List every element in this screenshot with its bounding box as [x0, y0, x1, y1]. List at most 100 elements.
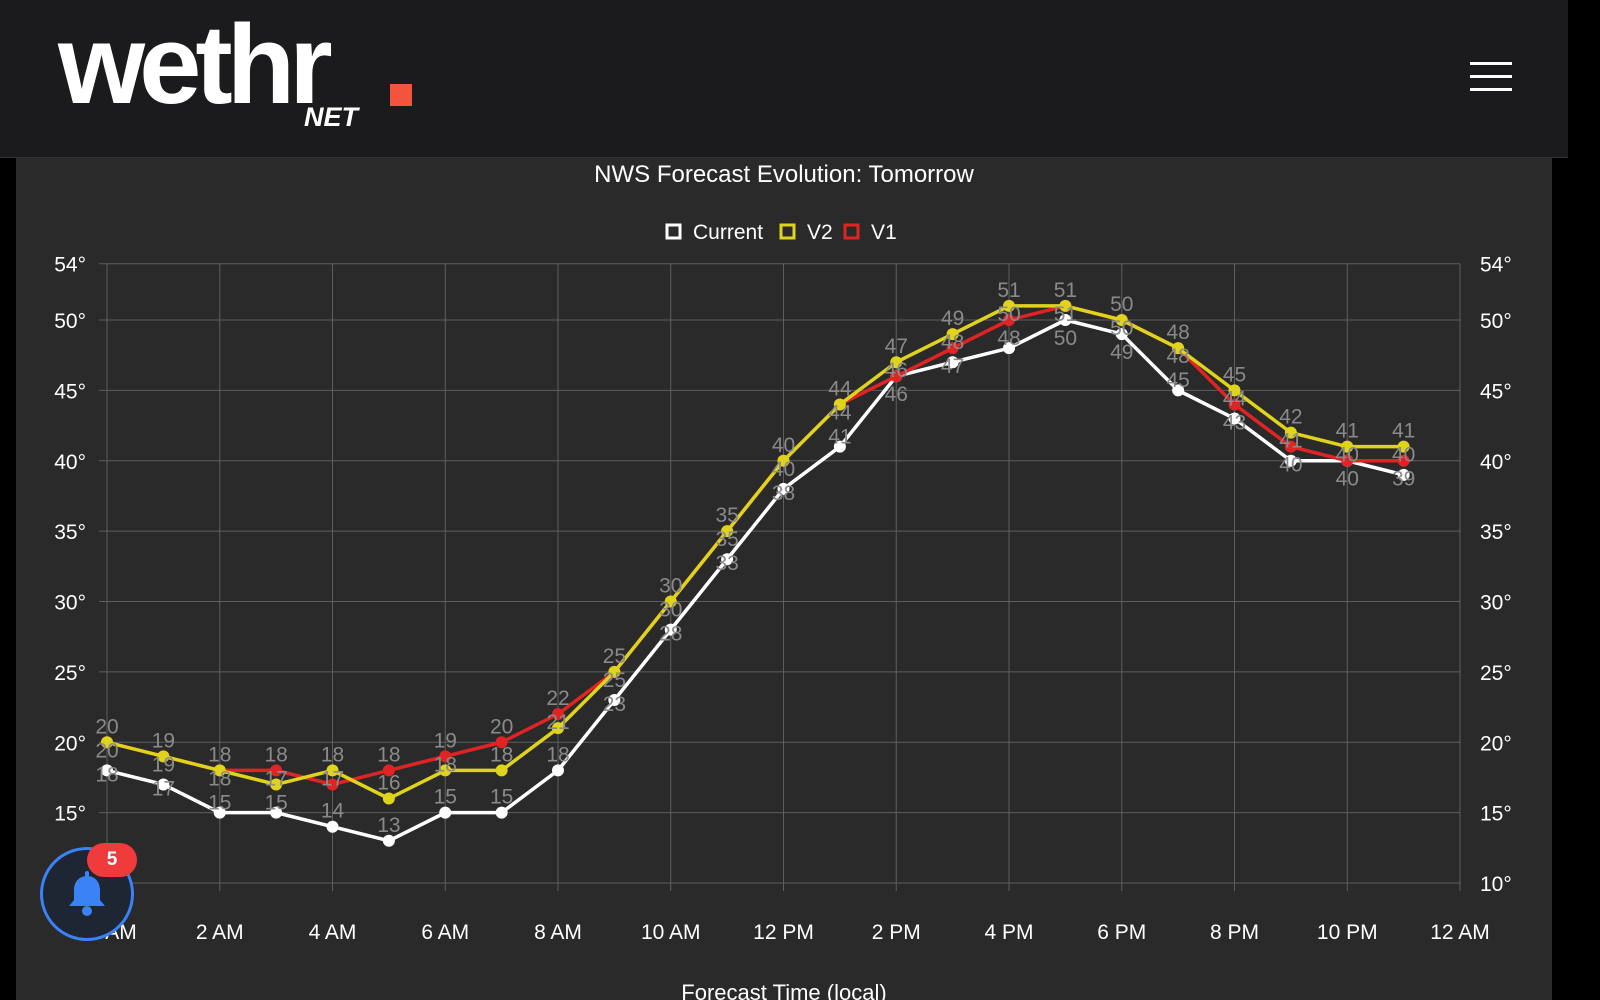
data-label-current: 18: [95, 763, 118, 786]
data-label-v1: 50: [1110, 317, 1133, 340]
data-point: [1284, 440, 1297, 453]
data-point: [270, 806, 283, 819]
data-label-current: 50: [1054, 327, 1077, 350]
y-tick-label-right: 35°: [1480, 521, 1512, 544]
series-line-current: [106, 318, 1405, 843]
data-point: [833, 440, 846, 453]
data-point: [1397, 468, 1410, 481]
x-tick-label: 6 AM: [421, 921, 469, 944]
hamburger-icon[interactable]: [1470, 62, 1512, 94]
y-tick-label-left: 30°: [54, 592, 86, 615]
data-label-v2: 48: [1166, 321, 1189, 344]
x-tick-label: 10 AM: [641, 921, 701, 944]
data-point: [157, 778, 170, 791]
data-label-v1: 44: [1223, 387, 1247, 410]
data-label-v2: 41: [1392, 420, 1415, 443]
data-point: [101, 736, 113, 749]
y-tick-label-right: 30°: [1480, 592, 1512, 615]
data-point: [664, 595, 677, 608]
data-point: [890, 356, 903, 369]
data-label-current: 47: [941, 355, 964, 378]
data-label-v2: 41: [1336, 420, 1359, 443]
data-point: [1172, 384, 1185, 397]
data-point: [1397, 454, 1410, 467]
notifications-button[interactable]: [40, 847, 134, 941]
wethr-logo[interactable]: wethr NET: [58, 2, 428, 138]
data-point: [382, 764, 395, 777]
data-point: [946, 356, 959, 369]
data-label-v1: 48: [1166, 345, 1189, 368]
data-point: [1228, 398, 1241, 411]
y-tick-label-left: 45°: [54, 380, 86, 403]
data-label-v1: 18: [264, 743, 287, 766]
data-point: [1115, 328, 1128, 341]
data-point: [1341, 454, 1354, 467]
site-header: wethr NET: [0, 0, 1568, 158]
y-tick-label-left: 50°: [54, 310, 86, 333]
data-label-v2: 45: [1223, 363, 1246, 386]
data-label-v2: 51: [1054, 279, 1077, 302]
data-point: [382, 834, 395, 847]
y-tick-label-left: 54°: [54, 254, 86, 277]
data-point: [1003, 314, 1015, 326]
data-point: [439, 750, 452, 763]
page-edge: [1552, 158, 1568, 1000]
data-label-current: 45: [1166, 369, 1189, 392]
x-tick-label: 12 AM: [1430, 921, 1490, 944]
series-v2: [101, 299, 1410, 805]
data-point: [495, 736, 508, 749]
data-label-v1: 17: [321, 767, 344, 790]
series-line-v2: [106, 304, 1404, 801]
data-label-v1: 19: [434, 729, 457, 752]
data-label-v2: 20: [95, 715, 118, 738]
legend-swatch-v1: [843, 223, 860, 240]
x-tick-label: 8 PM: [1210, 921, 1259, 944]
data-label-v2: 47: [885, 335, 908, 358]
data-label-current: 38: [772, 482, 795, 505]
data-point: [439, 764, 452, 777]
data-label-v2: 18: [490, 743, 513, 766]
series-current: [101, 314, 1410, 847]
data-label-current: 23: [603, 693, 626, 716]
legend-label-current: Current: [693, 221, 763, 244]
x-axis-label: Forecast Time (local): [681, 980, 886, 1000]
legend-label-v1: V1: [871, 221, 897, 244]
data-label-current: 40: [1336, 444, 1359, 467]
x-tick-label: 4 AM: [309, 921, 357, 944]
data-label-v2: 18: [434, 753, 457, 776]
data-label-v2: 16: [377, 772, 400, 795]
data-label-v1: 22: [546, 687, 569, 710]
y-tick-label-right: 54°: [1480, 254, 1512, 277]
data-point: [1284, 426, 1297, 439]
x-tick-label: 2 AM: [196, 921, 244, 944]
data-point: [946, 328, 959, 341]
data-label-v2: 44: [828, 377, 852, 400]
data-point: [382, 792, 395, 805]
data-label-v1: 40: [772, 458, 795, 481]
x-tick-label: 4 PM: [984, 921, 1033, 944]
data-label-v1: 46: [885, 383, 908, 406]
data-label-current: 14: [321, 800, 345, 823]
data-label-current: 13: [377, 814, 400, 837]
data-label-current: 15: [264, 791, 287, 814]
data-point: [270, 764, 283, 777]
data-label-v1: 48: [941, 331, 964, 354]
data-label-v2: 40: [772, 434, 795, 457]
y-tick-label-right: 15°: [1480, 803, 1512, 826]
data-label-v1: 18: [208, 767, 231, 790]
data-point: [326, 764, 339, 777]
data-label-v2: 42: [1279, 406, 1302, 429]
data-label-current: 39: [1392, 468, 1415, 491]
y-tick-label-left: 20°: [54, 732, 86, 755]
data-point: [1397, 440, 1410, 453]
data-point: [1059, 314, 1072, 326]
x-tick-label: 2 PM: [872, 921, 921, 944]
y-tick-label-left: 35°: [54, 521, 86, 544]
data-label-v2: 49: [941, 307, 964, 330]
data-label-v2: 17: [264, 767, 287, 790]
data-point: [270, 778, 283, 791]
data-label-current: 46: [885, 359, 908, 382]
data-label-v1: 20: [95, 739, 118, 762]
data-label-current: 41: [828, 425, 851, 448]
series-line-v1: [106, 304, 1404, 787]
